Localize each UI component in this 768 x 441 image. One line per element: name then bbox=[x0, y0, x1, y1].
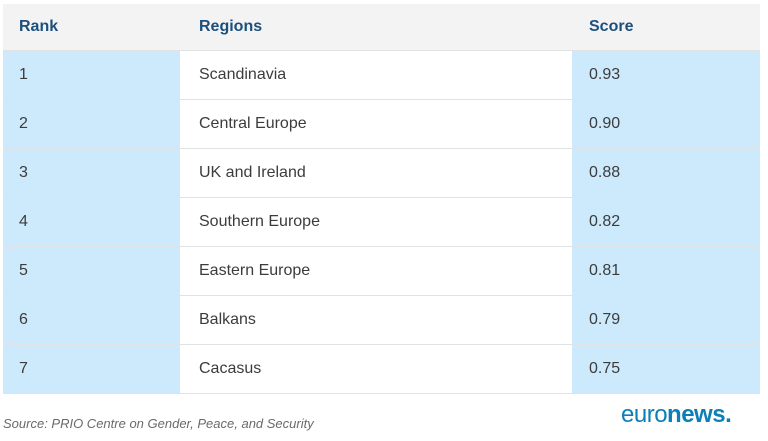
header-score: Score bbox=[572, 4, 760, 50]
score-cell: 0.90 bbox=[572, 100, 760, 148]
table-row: 7 Cacasus 0.75 bbox=[3, 345, 760, 394]
table-row: 2 Central Europe 0.90 bbox=[3, 100, 760, 149]
logo-light-text: euro bbox=[621, 401, 668, 428]
score-cell: 0.75 bbox=[572, 345, 760, 393]
score-cell: 0.79 bbox=[572, 296, 760, 344]
score-cell: 0.93 bbox=[572, 51, 760, 99]
logo-dot: . bbox=[725, 401, 732, 428]
logo-bold-text: news bbox=[667, 401, 726, 428]
region-cell: Eastern Europe bbox=[180, 247, 572, 295]
rank-cell: 3 bbox=[3, 149, 180, 197]
table-row: 6 Balkans 0.79 bbox=[3, 296, 760, 345]
table-row: 3 UK and Ireland 0.88 bbox=[3, 149, 760, 198]
rank-cell: 5 bbox=[3, 247, 180, 295]
score-cell: 0.82 bbox=[572, 198, 760, 246]
region-cell: Cacasus bbox=[180, 345, 572, 393]
table-header-row: Rank Regions Score bbox=[3, 4, 760, 51]
euronews-logo: euronews. bbox=[621, 401, 732, 428]
table-row: 1 Scandinavia 0.93 bbox=[3, 51, 760, 100]
region-cell: Southern Europe bbox=[180, 198, 572, 246]
score-cell: 0.88 bbox=[572, 149, 760, 197]
ranking-table: Rank Regions Score 1 Scandinavia 0.93 2 … bbox=[3, 4, 760, 394]
region-cell: Central Europe bbox=[180, 100, 572, 148]
rank-cell: 6 bbox=[3, 296, 180, 344]
region-cell: Scandinavia bbox=[180, 51, 572, 99]
source-note: Source: PRIO Centre on Gender, Peace, an… bbox=[3, 416, 314, 431]
region-cell: UK and Ireland bbox=[180, 149, 572, 197]
table-row: 4 Southern Europe 0.82 bbox=[3, 198, 760, 247]
region-cell: Balkans bbox=[180, 296, 572, 344]
header-regions: Regions bbox=[180, 4, 572, 50]
rank-cell: 1 bbox=[3, 51, 180, 99]
table-row: 5 Eastern Europe 0.81 bbox=[3, 247, 760, 296]
rank-cell: 2 bbox=[3, 100, 180, 148]
score-cell: 0.81 bbox=[572, 247, 760, 295]
rank-cell: 7 bbox=[3, 345, 180, 393]
header-rank: Rank bbox=[3, 4, 180, 50]
rank-cell: 4 bbox=[3, 198, 180, 246]
